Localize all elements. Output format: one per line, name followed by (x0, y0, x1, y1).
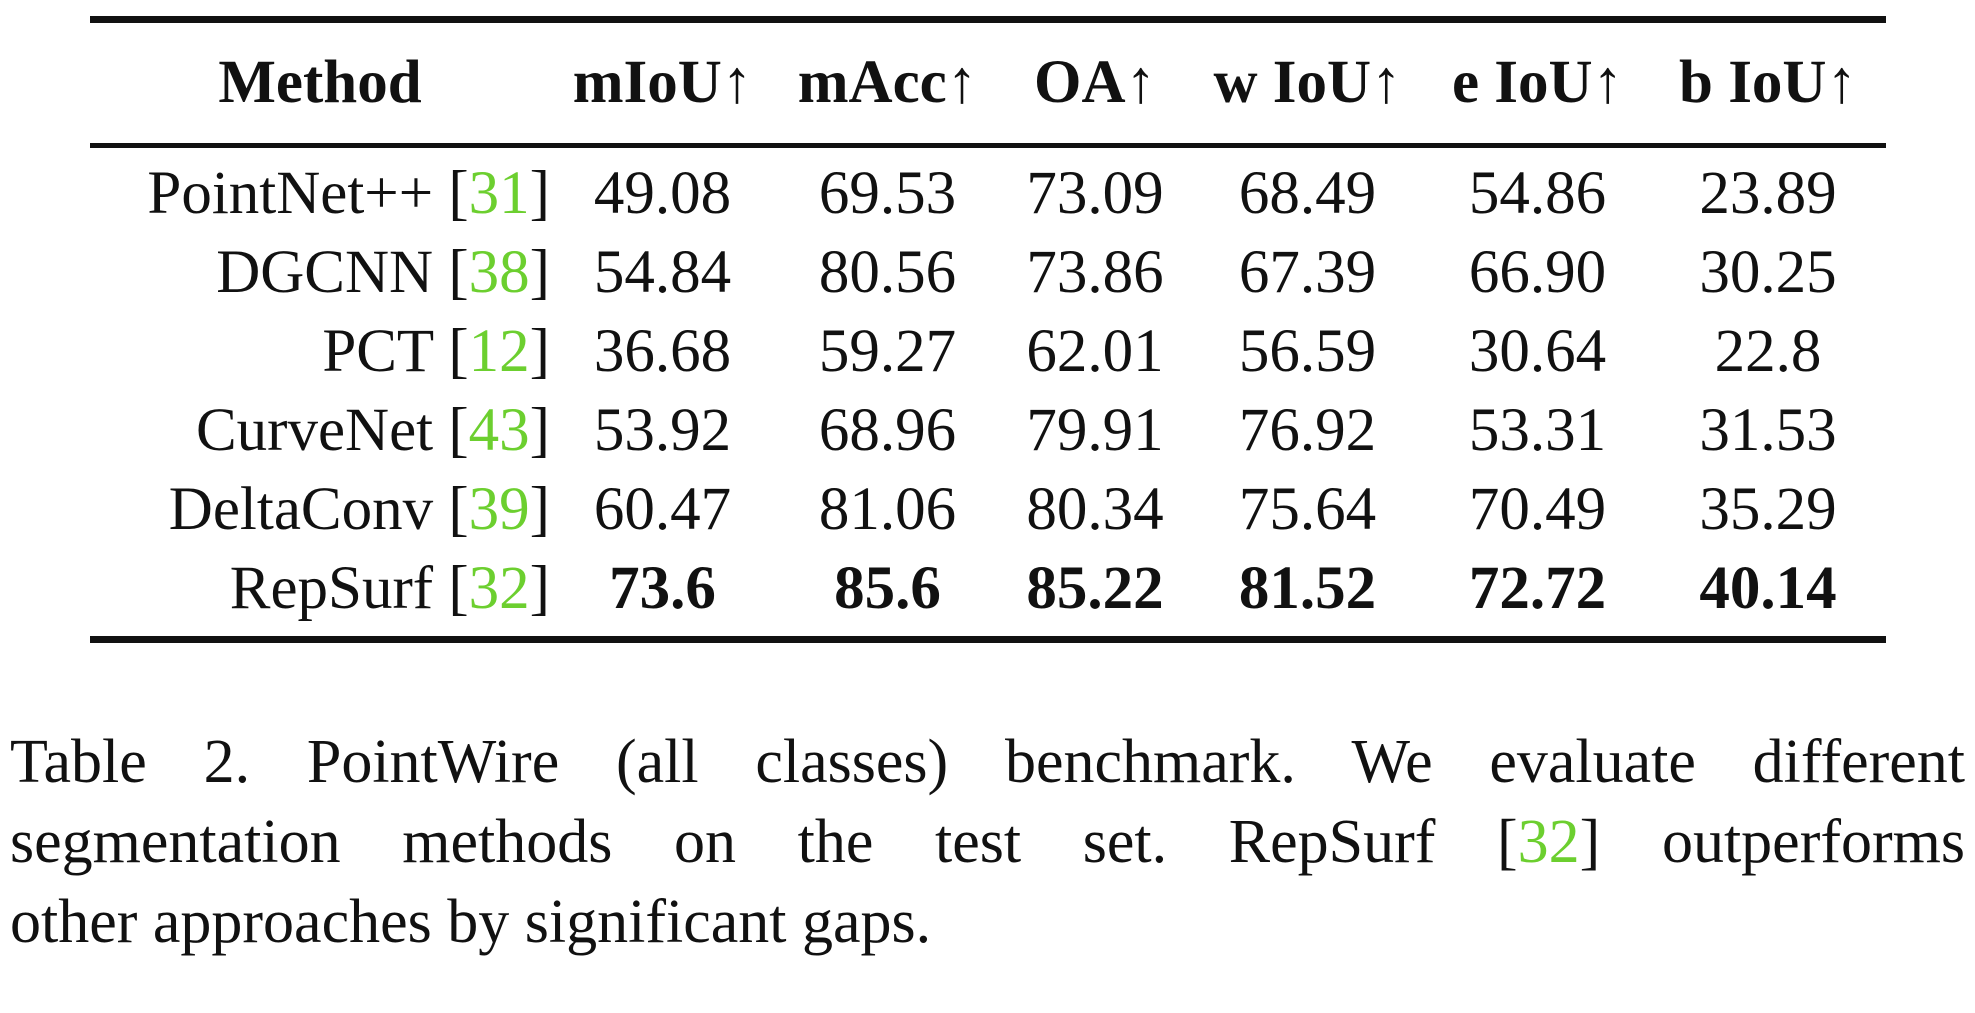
method-cell: DGCNN [38] (216, 238, 550, 306)
value-cell: 56.59 (1238, 317, 1377, 385)
table-row: RepSurf [32] 73.6 85.6 85.22 81.52 72.72 40.14 (90, 549, 1886, 636)
method-cell: PointNet++ [31] (147, 159, 550, 227)
table-row: DGCNN [38] 54.84 80.56 73.86 67.39 66.90 30.25 (90, 233, 1886, 312)
value-cell: 79.91 (1026, 396, 1164, 464)
value-cell: 22.8 (1714, 317, 1822, 385)
reference-link[interactable]: 43 (468, 396, 530, 464)
value-cell: 30.25 (1699, 238, 1837, 306)
value-cell: 60.47 (593, 475, 732, 543)
value-cell: 35.29 (1699, 475, 1837, 543)
value-cell: 73.09 (1026, 159, 1164, 227)
method-name: PointNet++ (147, 159, 434, 227)
value-cell: 66.90 (1468, 238, 1607, 306)
value-cell: 73.86 (1026, 238, 1164, 306)
column-header-e-iou: e IoU↑ (1451, 49, 1624, 116)
method-name: PCT (322, 317, 434, 385)
method-cell: RepSurf [32] (229, 554, 550, 622)
column-header-oa: OA↑ (1034, 49, 1156, 116)
reference-link[interactable]: 12 (468, 317, 530, 385)
value-cell: 85.22 (1026, 554, 1164, 622)
method-name: DGCNN (216, 238, 434, 306)
value-cell: 72.72 (1468, 554, 1607, 622)
value-cell: 75.64 (1238, 475, 1377, 543)
table-row: PCT [12] 36.68 59.27 62.01 56.59 30.64 22.8 (90, 312, 1886, 391)
table-caption: Table 2. PointWire (all classes) benchma… (10, 722, 1965, 962)
header-row: Method mIoU↑ mAcc↑ OA↑ w IoU↑ e IoU↑ b I… (90, 23, 1886, 146)
method-cell: PCT [12] (322, 317, 550, 385)
value-cell: 68.49 (1238, 159, 1377, 227)
results-table-block: Method mIoU↑ mAcc↑ OA↑ w IoU↑ e IoU↑ b I… (90, 16, 1886, 643)
value-cell: 81.06 (818, 475, 957, 543)
value-cell: 23.89 (1699, 159, 1837, 227)
value-cell: 76.92 (1238, 396, 1377, 464)
value-cell: 69.53 (818, 159, 957, 227)
caption-line-2-text-after: ] outperforms (1579, 808, 1965, 876)
value-cell: 53.31 (1468, 396, 1607, 464)
reference-link[interactable]: 39 (468, 475, 530, 543)
value-cell: 80.34 (1026, 475, 1164, 543)
value-cell: 70.49 (1468, 475, 1607, 543)
value-cell: 73.6 (609, 554, 716, 622)
value-cell: 62.01 (1026, 317, 1164, 385)
column-header-method: Method (218, 49, 422, 116)
method-cell: CurveNet [43] (195, 396, 550, 464)
value-cell: 85.6 (834, 554, 941, 622)
table-row: DeltaConv [39] 60.47 81.06 80.34 75.64 70.49 3… (90, 470, 1886, 549)
method-name: DeltaConv (168, 475, 434, 543)
value-cell: 30.64 (1468, 317, 1607, 385)
value-cell: 54.86 (1468, 159, 1607, 227)
caption-line-2-text-before: segmentation methods on the test set. Re… (10, 808, 1518, 876)
caption-line-3: other approaches by significant gaps. (10, 888, 932, 956)
value-cell: 59.27 (818, 317, 957, 385)
method-name: RepSurf (229, 554, 434, 622)
value-cell: 54.84 (593, 238, 732, 306)
table-row: CurveNet [43] 53.92 68.96 79.91 76.92 53.31 31… (90, 391, 1886, 470)
table-row: PointNet++ [31] 49.08 69.53 73.09 68.49 54.86… (90, 146, 1886, 234)
caption-line-2: segmentation methods on the test set. Re… (10, 802, 1965, 882)
value-cell: 40.14 (1699, 554, 1837, 622)
caption-reference-link[interactable]: 32 (1517, 808, 1580, 876)
value-cell: 81.52 (1238, 554, 1377, 622)
column-header-b-iou: b IoU↑ (1679, 49, 1857, 116)
bottom-rule (90, 636, 1886, 643)
reference-link[interactable]: 32 (468, 554, 530, 622)
reference-link[interactable]: 38 (468, 238, 530, 306)
value-cell: 53.92 (593, 396, 732, 464)
table-body: PointNet++ [31] 49.08 69.53 73.09 68.49 54.86… (90, 146, 1886, 637)
value-cell: 80.56 (818, 238, 957, 306)
top-rule (90, 16, 1886, 23)
value-cell: 68.96 (818, 396, 957, 464)
column-header-macc: mAcc↑ (797, 49, 978, 116)
value-cell: 67.39 (1238, 238, 1377, 306)
value-cell: 31.53 (1699, 396, 1837, 464)
column-header-w-iou: w IoU↑ (1213, 49, 1402, 116)
column-header-miou: mIoU↑ (572, 49, 753, 116)
method-cell: DeltaConv [39] (168, 475, 550, 543)
results-table: Method mIoU↑ mAcc↑ OA↑ w IoU↑ e IoU↑ b I… (90, 23, 1886, 636)
reference-link[interactable]: 31 (468, 159, 530, 227)
method-name: CurveNet (195, 396, 434, 464)
value-cell: 36.68 (593, 317, 732, 385)
value-cell: 49.08 (593, 159, 732, 227)
caption-line-1: Table 2. PointWire (all classes) benchma… (10, 728, 1965, 796)
